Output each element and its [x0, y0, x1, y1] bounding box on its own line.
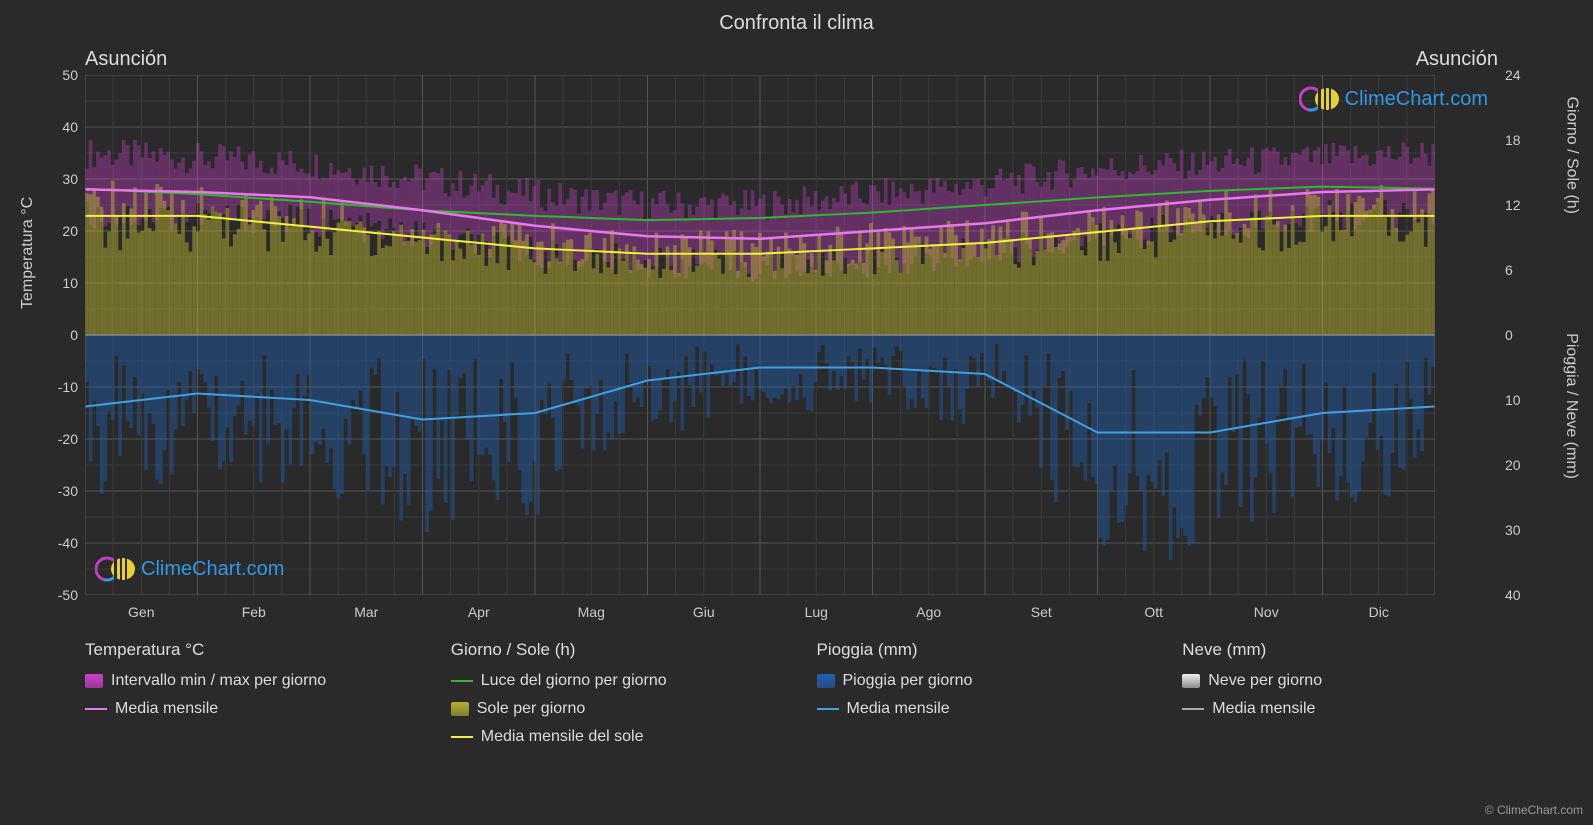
- legend-rain: Pioggia (mm) Pioggia per giorno Media me…: [817, 640, 1133, 756]
- swatch-rain-mean: [817, 708, 839, 710]
- tick-month: Set: [1021, 604, 1061, 620]
- legend-sun: Sole per giorno: [451, 700, 767, 718]
- legend-daylight: Luce del giorno per giorno: [451, 672, 767, 690]
- logo-icon: [1299, 85, 1341, 113]
- swatch-sun-mean: [451, 736, 473, 738]
- legend-snow-perday-label: Neve per giorno: [1208, 672, 1322, 690]
- tick-right-hours: 24: [1505, 67, 1535, 83]
- legend-temp: Temperatura °C Intervallo min / max per …: [85, 640, 401, 756]
- tick-right-mm: 30: [1505, 522, 1535, 538]
- logo-text: ClimeChart.com: [141, 558, 284, 581]
- copyright: © ClimeChart.com: [1485, 803, 1583, 817]
- tick-month: Nov: [1246, 604, 1286, 620]
- tick-month: Apr: [459, 604, 499, 620]
- legend-rain-title: Pioggia (mm): [817, 640, 1133, 660]
- logo-bottom: ClimeChart.com: [95, 555, 284, 583]
- tick-month: Dic: [1359, 604, 1399, 620]
- city-label-right: Asunción: [1416, 48, 1498, 71]
- legend-temp-range-label: Intervallo min / max per giorno: [111, 672, 326, 690]
- tick-month: Lug: [796, 604, 836, 620]
- tick-left: -10: [48, 379, 78, 395]
- legend-sun-mean: Media mensile del sole: [451, 728, 767, 746]
- y-axis-right-bottom-label: Pioggia / Neve (mm): [1562, 333, 1580, 479]
- tick-left: -50: [48, 587, 78, 603]
- chart-title: Confronta il clima: [0, 0, 1593, 35]
- legend: Temperatura °C Intervallo min / max per …: [85, 640, 1498, 756]
- tick-left: 40: [48, 119, 78, 135]
- tick-right-hours: 12: [1505, 197, 1535, 213]
- legend-sun-mean-label: Media mensile del sole: [481, 728, 644, 746]
- y-axis-left-label: Temperatura °C: [19, 197, 37, 309]
- swatch-sun: [451, 702, 469, 716]
- tick-month: Giu: [684, 604, 724, 620]
- legend-snow: Neve (mm) Neve per giorno Media mensile: [1182, 640, 1498, 756]
- swatch-temp-mean: [85, 708, 107, 710]
- tick-month: Ago: [909, 604, 949, 620]
- y-axis-right-top-label: Giorno / Sole (h): [1562, 97, 1580, 214]
- tick-left: 20: [48, 223, 78, 239]
- tick-month: Mar: [346, 604, 386, 620]
- legend-rain-mean: Media mensile: [817, 700, 1133, 718]
- swatch-temp-range: [85, 674, 103, 688]
- tick-month: Ott: [1134, 604, 1174, 620]
- swatch-snow-mean: [1182, 708, 1204, 710]
- tick-left: 10: [48, 275, 78, 291]
- tick-right-mm: 40: [1505, 587, 1535, 603]
- tick-left: -20: [48, 431, 78, 447]
- logo-icon: [95, 555, 137, 583]
- legend-rain-perday-label: Pioggia per giorno: [843, 672, 973, 690]
- tick-right-hours: 18: [1505, 132, 1535, 148]
- legend-snow-perday: Neve per giorno: [1182, 672, 1498, 690]
- chart-svg: [85, 75, 1435, 595]
- legend-daylight-label: Luce del giorno per giorno: [481, 672, 667, 690]
- tick-right-hours: 0: [1505, 327, 1535, 343]
- legend-snow-mean-label: Media mensile: [1212, 700, 1315, 718]
- legend-temp-mean: Media mensile: [85, 700, 401, 718]
- tick-left: -40: [48, 535, 78, 551]
- tick-right-mm: 20: [1505, 457, 1535, 473]
- city-label-left: Asunción: [85, 48, 167, 71]
- legend-daysun: Giorno / Sole (h) Luce del giorno per gi…: [451, 640, 767, 756]
- tick-left: -30: [48, 483, 78, 499]
- swatch-rain: [817, 674, 835, 688]
- swatch-daylight: [451, 680, 473, 682]
- tick-right-hours: 6: [1505, 262, 1535, 278]
- legend-temp-range: Intervallo min / max per giorno: [85, 672, 401, 690]
- legend-temp-title: Temperatura °C: [85, 640, 401, 660]
- tick-left: 50: [48, 67, 78, 83]
- legend-temp-mean-label: Media mensile: [115, 700, 218, 718]
- legend-snow-mean: Media mensile: [1182, 700, 1498, 718]
- tick-month: Gen: [121, 604, 161, 620]
- chart-plot-area: GenFebMarAprMagGiuLugAgoSetOttNovDic: [85, 75, 1435, 595]
- legend-sun-label: Sole per giorno: [477, 700, 586, 718]
- legend-rain-mean-label: Media mensile: [847, 700, 950, 718]
- legend-snow-title: Neve (mm): [1182, 640, 1498, 660]
- logo-top: ClimeChart.com: [1299, 85, 1488, 113]
- tick-right-mm: 10: [1505, 392, 1535, 408]
- legend-daysun-title: Giorno / Sole (h): [451, 640, 767, 660]
- tick-month: Mag: [571, 604, 611, 620]
- swatch-snow: [1182, 674, 1200, 688]
- tick-left: 0: [48, 327, 78, 343]
- tick-left: 30: [48, 171, 78, 187]
- tick-month: Feb: [234, 604, 274, 620]
- legend-rain-perday: Pioggia per giorno: [817, 672, 1133, 690]
- logo-text: ClimeChart.com: [1345, 88, 1488, 111]
